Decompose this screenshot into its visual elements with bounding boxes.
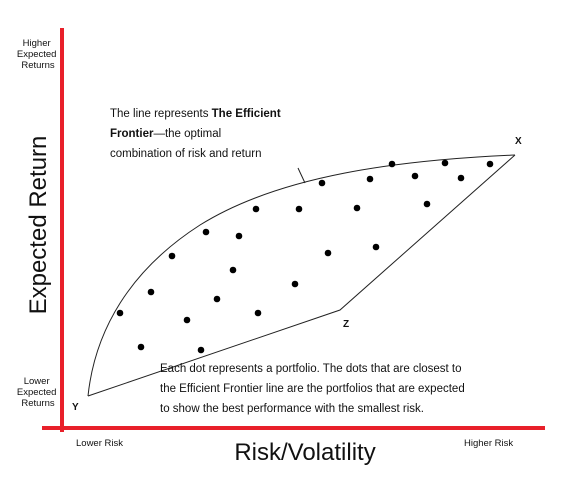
label-line: Returns	[21, 398, 55, 409]
y-title: Expected Return	[25, 136, 52, 315]
dot	[183, 316, 191, 324]
label-line: Expected	[17, 49, 57, 60]
note-bold: The Efficient	[212, 108, 281, 120]
x-right-label: Higher Risk	[464, 438, 513, 449]
y-top-label: Higher Expected Returns	[17, 38, 59, 71]
dot	[291, 280, 299, 288]
label-line: Lower	[24, 376, 50, 387]
note-line: the Efficient Frontier line are the port…	[160, 383, 465, 395]
y-bottom-label: Lower Expected Returns	[17, 376, 59, 409]
dot	[213, 295, 221, 303]
dot	[147, 288, 155, 296]
dot	[295, 205, 303, 213]
note-bold: Frontier	[110, 128, 154, 140]
dot	[366, 175, 374, 183]
note-text: The line represents	[110, 108, 212, 120]
point-y: Y	[72, 402, 79, 413]
dot	[168, 252, 176, 260]
x-left-label: Lower Risk	[76, 438, 123, 449]
dot	[353, 204, 361, 212]
note-text: combination of risk and return	[110, 148, 262, 160]
dot	[235, 232, 243, 240]
label-line: Returns	[21, 60, 55, 71]
dot	[137, 343, 145, 351]
frontier-note: The line represents The Efficient Fronti…	[110, 108, 284, 160]
dot	[318, 179, 326, 187]
dot	[441, 159, 449, 167]
dot	[372, 243, 380, 251]
dot	[202, 228, 210, 236]
note-text: —the optimal	[153, 128, 221, 140]
x-title: Risk/Volatility	[234, 439, 375, 466]
dot	[229, 266, 237, 274]
efficient-frontier	[87, 154, 516, 397]
point-z: Z	[343, 319, 349, 330]
dot	[388, 160, 396, 168]
note-line: to show the best performance with the sm…	[160, 403, 424, 415]
label-line: Higher	[23, 38, 51, 49]
label-line: Expected	[17, 387, 57, 398]
dot	[423, 200, 431, 208]
portfolio-dots	[116, 159, 494, 354]
dot	[324, 249, 332, 257]
dots-note: Each dot represents a portfolio. The dot…	[160, 363, 468, 415]
dot	[486, 160, 494, 168]
dot	[457, 174, 465, 182]
dot	[197, 346, 205, 354]
note-line: Each dot represents a portfolio. The dot…	[160, 363, 462, 375]
dot	[252, 205, 260, 213]
point-x: X	[515, 136, 522, 147]
pointer-line	[297, 167, 306, 184]
portfolio-boundary	[87, 154, 516, 397]
dot	[254, 309, 262, 317]
dot	[116, 309, 124, 317]
dot	[411, 172, 419, 180]
